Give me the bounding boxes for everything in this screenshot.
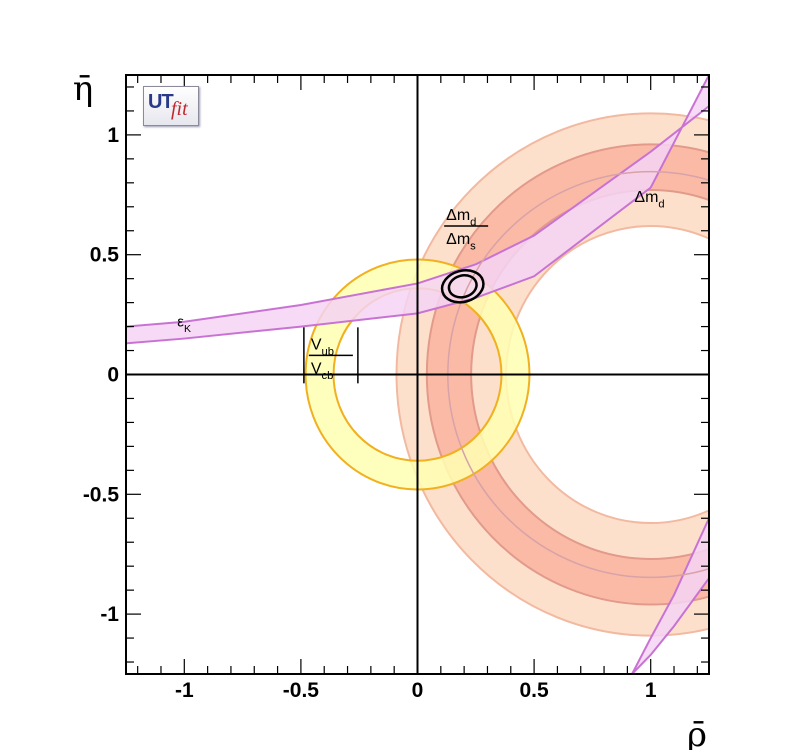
x-tick-label: 1 — [645, 679, 657, 702]
y-axis-label: η̄ — [73, 69, 93, 109]
y-tick-label: -0.5 — [83, 483, 120, 506]
epsilon-k-label: εK — [177, 314, 191, 335]
dmd-dms-label-den: Δms — [446, 231, 476, 253]
y-tick-label: -1 — [100, 603, 119, 626]
chart-labels: -1 -0.5 0 0.5 1-1-0.500.51ρ̄η̄εKΔmdΔmdΔmsVub… — [73, 69, 707, 750]
x-axis-label: ρ̄ — [687, 715, 707, 750]
x-tick-label: -0.5 — [283, 679, 320, 702]
fit-contour-68pct — [447, 274, 478, 299]
y-tick-label: 0 — [107, 364, 119, 387]
logo-fit-text: fit — [171, 98, 188, 120]
vub-vcb-label-den: Vcb — [311, 360, 334, 382]
x-tick-label: 0.5 — [519, 679, 549, 702]
dmd-label: Δmd — [634, 189, 664, 211]
logo-ut-text: UT — [148, 91, 174, 113]
x-tick-label: -1 — [175, 679, 194, 702]
y-tick-label: 0.5 — [90, 244, 120, 267]
x-tick-label: 0 — [412, 679, 424, 702]
y-tick-label: 1 — [107, 124, 119, 147]
dmd-dms-label-num: Δmd — [446, 207, 476, 229]
utfit-logo: UT fit — [143, 86, 199, 126]
axes — [125, 74, 710, 675]
fit-contour-95pct — [440, 269, 485, 304]
epsilon-k-band-lower — [631, 517, 709, 674]
